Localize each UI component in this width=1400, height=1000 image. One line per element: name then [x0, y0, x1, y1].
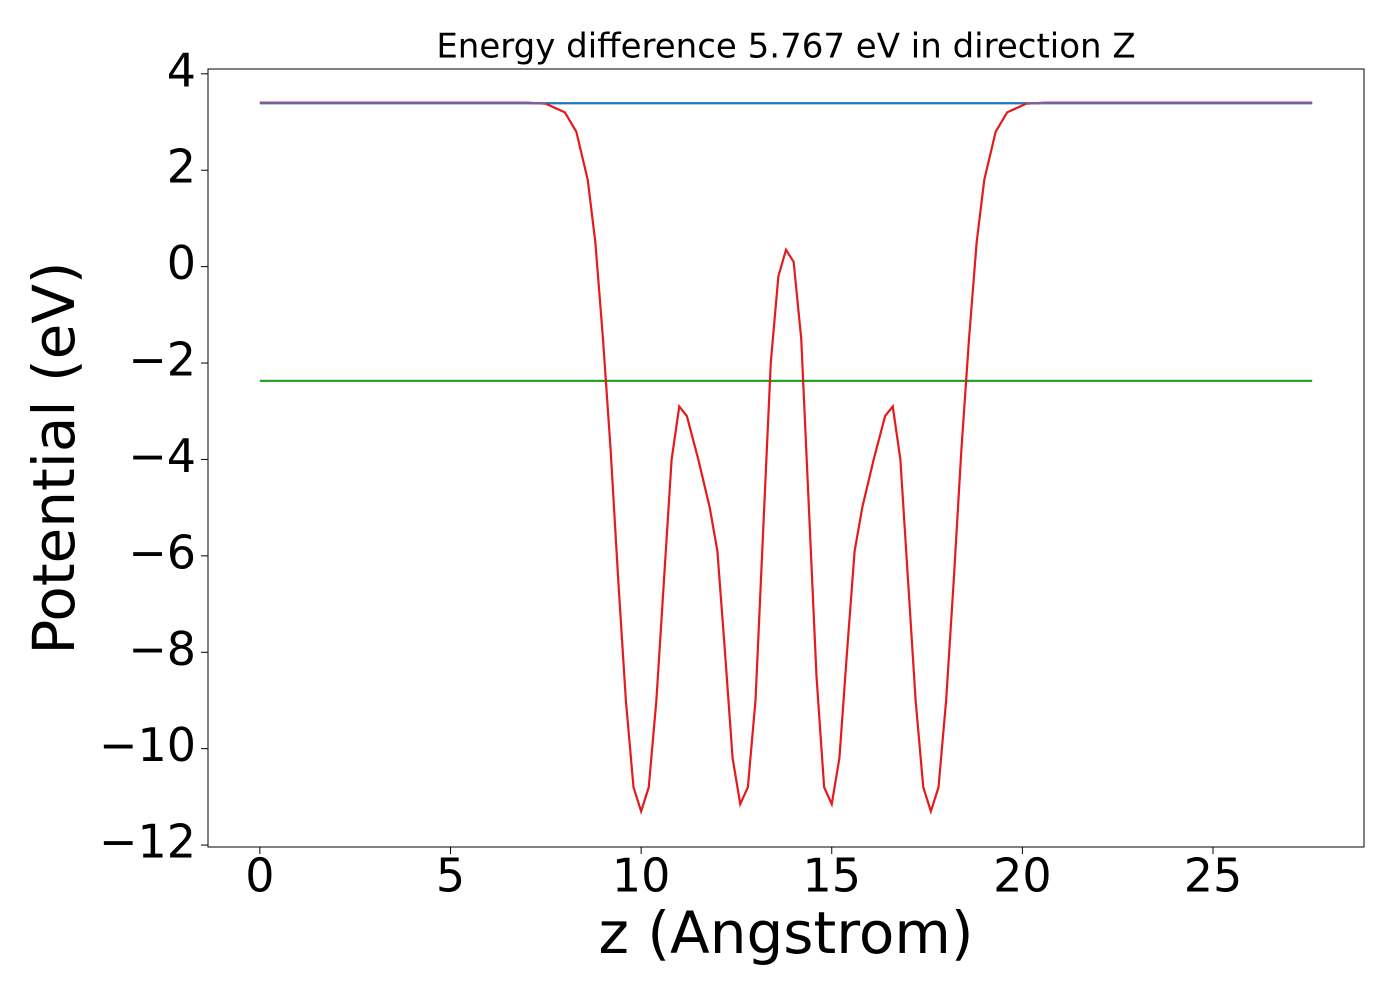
x-tick-label: 5 [436, 849, 465, 903]
y-tick-label: −10 [99, 718, 196, 772]
x-tick-label: 10 [612, 849, 671, 903]
y-tick-label: 4 [167, 43, 196, 97]
series-line [259, 101, 1313, 105]
y-tick-label: −12 [99, 815, 196, 869]
chart-title: Energy difference 5.767 eV in direction … [436, 27, 1135, 67]
y-axis-label: Potential (eV) [20, 261, 88, 654]
y-tick-label: 0 [167, 236, 196, 290]
y-tick-label: −6 [128, 525, 196, 579]
y-tick-label: −4 [128, 429, 196, 483]
y-tick-label: −2 [128, 333, 196, 387]
x-axis-label: z (Angstrom) [599, 899, 974, 967]
y-tick-label: 2 [167, 140, 196, 194]
y-tick-label: −8 [128, 622, 196, 676]
plot-frame [207, 68, 1365, 848]
series-line [259, 101, 1313, 815]
x-tick-label: 15 [802, 849, 861, 903]
x-tick-label: 20 [993, 849, 1052, 903]
x-tick-label: 0 [245, 849, 274, 903]
x-tick-label: 25 [1184, 849, 1243, 903]
